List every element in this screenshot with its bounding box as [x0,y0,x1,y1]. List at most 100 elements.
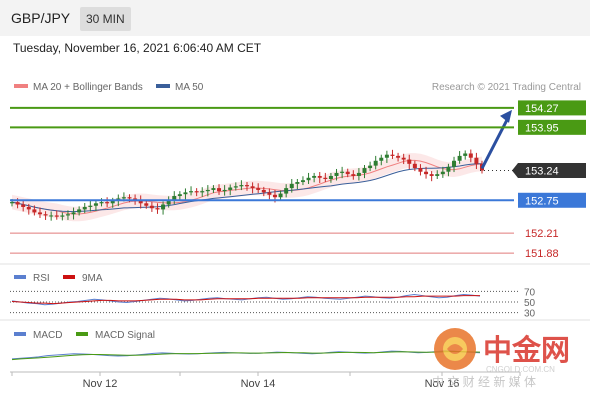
candle-body [284,188,289,194]
legend-swatch-macd [14,332,26,336]
candle-body [88,205,93,207]
candle-body [161,204,166,210]
candle-body [356,172,361,176]
candle-body [71,212,76,215]
candle-body [138,200,143,204]
candle-body [345,171,350,175]
candle-body [110,200,115,204]
candle-body [60,215,65,217]
candle-body [267,192,272,195]
price-levels: 154.27 153.95 153.24 152.75 152.21 151.88 [10,100,586,260]
header-bar: GBP/JPY 30 MIN [0,0,590,36]
candle-body [37,212,42,215]
candle-body [468,153,473,158]
watermark-brand: 中金网 [483,333,570,367]
candle-body [200,191,205,193]
macd-signal-line [11,350,481,361]
candle-body [65,214,70,216]
candle-body [228,187,233,190]
candle-body [239,185,244,187]
candle-body [233,186,238,188]
report-datetime: Tuesday, November 16, 2021 6:06:40 AM CE… [13,41,262,55]
candle-body [407,159,412,164]
candle-body [21,204,26,207]
candle-body [127,197,132,199]
timeframe-button[interactable]: 30 MIN [80,7,131,31]
candle-body [222,189,227,192]
last-price-tag [512,162,586,178]
candle-body [32,209,37,213]
rsi-level-label: 30 [524,309,536,320]
legend-ma20-label: MA 20 + Bollinger Bands [33,82,143,93]
candle-body [49,215,54,217]
chart-card [0,36,590,400]
legend-swatch-rsi [14,275,26,279]
candle-body [379,157,384,161]
x-axis-tick-label: Nov 12 [83,378,118,390]
resistance-label: 154.27 [525,103,559,115]
candle-body [446,166,451,172]
candle-body [217,188,222,192]
forecast-arrow-head [500,109,512,123]
candle-body [10,202,14,204]
candle-body [390,154,395,156]
candle-body [401,157,406,160]
candle-body [250,186,255,189]
rsi-line [11,293,481,306]
rsi-9ma-line [11,295,480,305]
candle-body [99,202,104,204]
rsi-level-label: 50 [524,298,536,309]
currency-pair-title: GBP/JPY [11,10,71,26]
resistance-tag [518,100,586,116]
candle-body [93,203,98,206]
candle-body [289,183,294,189]
candle-body [396,155,401,158]
candle-body [384,154,389,158]
forecast-arrow-shaft [480,117,510,170]
candle-body [183,192,188,195]
candle-body [54,215,59,217]
candle-body [272,194,277,198]
candle-body [261,189,266,193]
watermark-emblem-mark [447,344,463,354]
watermark-site: CNGOLD.COM.CN [486,365,555,374]
candle-body [144,203,149,206]
watermark-logo: 中金网 CNGOLD.COM.CN 中 文 财 经 新 媒 体 [432,328,570,389]
candle-body [166,200,171,205]
candle-body [205,189,210,192]
candle-body [82,206,87,210]
candle-body [440,171,445,175]
candle-body [172,196,177,201]
watermark-tagline: 中 文 财 经 新 媒 体 [432,374,536,389]
pivot-tag [518,192,586,208]
candle-body [26,206,31,210]
candle-body [43,214,48,216]
candle-body [412,163,417,169]
legend-macd-signal-label: MACD Signal [95,330,155,341]
candle-body [340,171,345,173]
x-axis: Nov 12 Nov 14 Nov 16 [11,372,521,390]
candle-body [368,165,373,169]
last-price-label: 153.24 [525,165,559,177]
candle-body [351,174,356,176]
resistance-tag [518,119,586,135]
x-axis-tick-label: Nov 14 [241,378,276,390]
candle-body [189,191,194,193]
legend-swatch-9ma [63,275,75,279]
pivot-label: 152.75 [525,195,559,207]
candle-body [245,185,249,187]
rsi-level-label: 70 [524,287,536,298]
candle-body [323,177,328,179]
candle-body [256,188,261,190]
x-axis-tick-label: Nov 16 [425,378,460,390]
support-label: 152.21 [525,228,559,240]
candle-body [295,182,300,184]
candle-body [317,175,322,178]
candle-body [149,205,154,209]
legend-swatch-ma20 [14,84,28,88]
candle-body [328,175,333,179]
candle-body [435,174,440,176]
legend-swatch-macd-signal [76,332,88,336]
